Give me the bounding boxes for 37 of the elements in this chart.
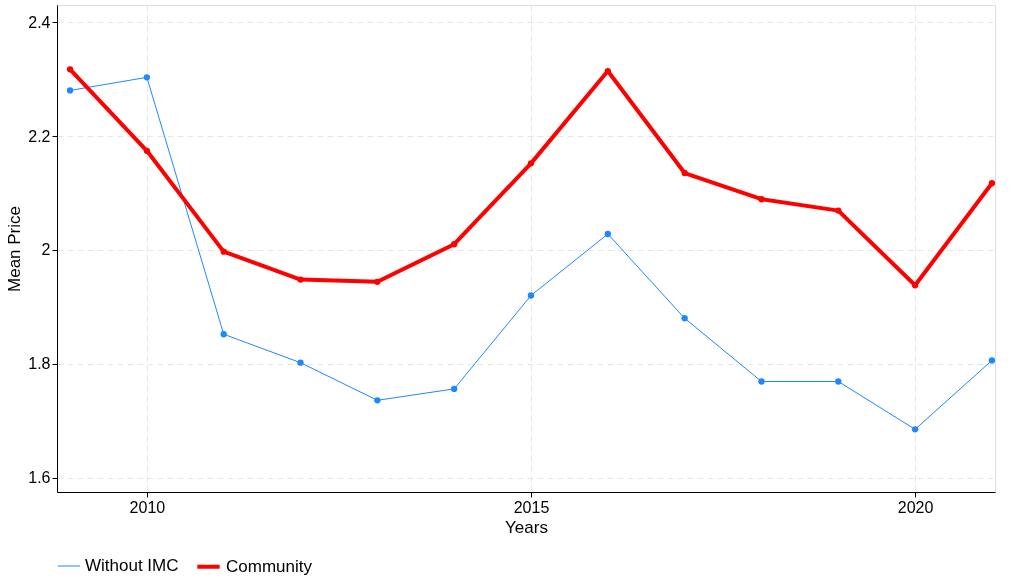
x-tick-label: 2020 <box>897 498 934 516</box>
point <box>220 331 227 338</box>
point <box>451 241 458 248</box>
point <box>988 180 996 187</box>
y-tick-label: 2 <box>41 241 51 259</box>
point <box>527 160 535 167</box>
legend-label: Community <box>226 556 313 576</box>
point <box>374 397 381 404</box>
legend-label: Without IMC <box>85 556 179 575</box>
x-tick-label: 2015 <box>513 498 550 516</box>
point <box>988 357 996 364</box>
point <box>527 292 535 299</box>
y-tick-label: 1.6 <box>28 469 51 487</box>
point <box>835 378 842 385</box>
point <box>758 378 765 385</box>
point <box>681 169 688 177</box>
point <box>143 147 151 154</box>
point <box>604 67 611 75</box>
point <box>143 74 151 81</box>
point <box>604 230 611 238</box>
point <box>220 248 227 255</box>
point <box>758 196 765 203</box>
point <box>66 87 74 94</box>
point <box>374 278 381 285</box>
y-tick-label: 2.4 <box>28 13 51 31</box>
y-axis-title: Mean Price <box>5 206 25 292</box>
point <box>835 207 842 214</box>
point <box>681 315 688 322</box>
x-axis-title: Years <box>505 517 548 537</box>
x-tick-label: 2010 <box>129 498 166 516</box>
y-tick-label: 2.2 <box>28 127 51 145</box>
point <box>297 359 304 366</box>
point <box>911 426 919 433</box>
point <box>66 66 74 73</box>
point <box>297 276 304 283</box>
point <box>451 385 458 393</box>
y-tick-label: 1.8 <box>28 355 51 373</box>
